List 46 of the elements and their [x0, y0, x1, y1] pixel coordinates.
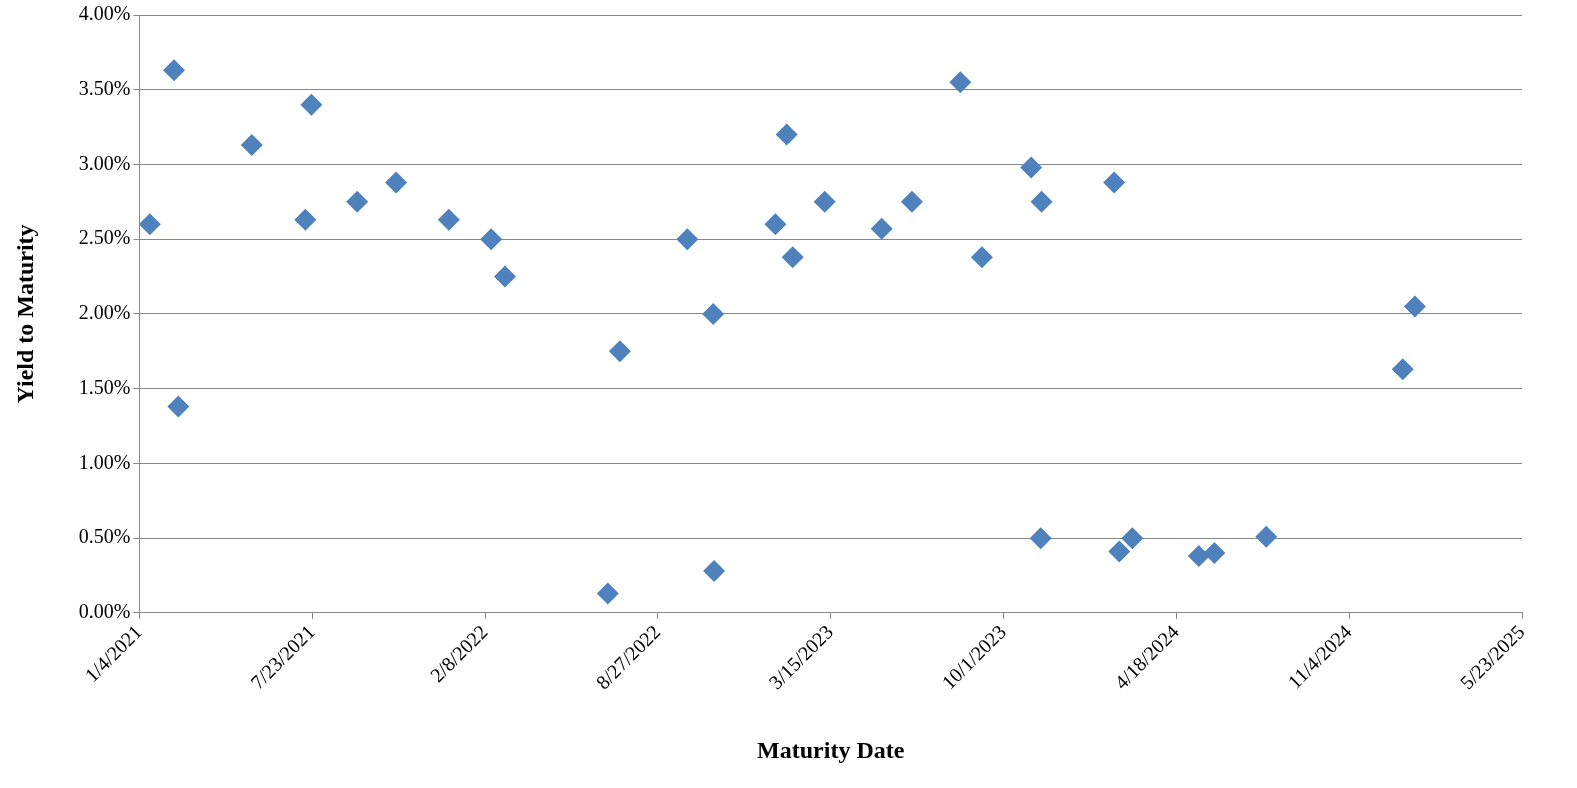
point: [385, 171, 408, 194]
point: [437, 208, 460, 231]
point: [294, 208, 317, 231]
point: [764, 213, 787, 236]
point: [163, 59, 186, 82]
point: [970, 246, 993, 269]
y-tick-label: 2.50%: [78, 226, 131, 249]
y-tick-label: 0.50%: [78, 525, 131, 548]
point: [1391, 358, 1414, 381]
point: [493, 265, 516, 288]
point: [1121, 527, 1144, 550]
y-tick-label: 1.00%: [78, 450, 131, 473]
point: [139, 213, 161, 236]
point: [900, 190, 923, 213]
point: [703, 560, 726, 583]
point: [1255, 525, 1278, 548]
point: [1403, 295, 1426, 318]
y-axis-title: Yield to Maturity: [11, 224, 38, 404]
point: [167, 395, 190, 418]
point: [1103, 171, 1126, 194]
point: [1187, 545, 1210, 568]
point: [870, 217, 893, 240]
point: [596, 582, 619, 605]
point: [480, 228, 503, 251]
y-tick-label: 4.00%: [78, 2, 131, 25]
y-tick-label: 3.50%: [78, 76, 131, 99]
x-axis-title: Maturity Date: [757, 736, 905, 763]
point: [1020, 156, 1043, 179]
point: [300, 93, 323, 116]
point: [813, 190, 836, 213]
y-tick-label: 1.50%: [78, 375, 131, 398]
point: [1203, 542, 1226, 565]
point: [775, 123, 798, 146]
point: [240, 134, 263, 157]
y-tick-label: 3.00%: [78, 151, 131, 174]
point: [1029, 527, 1052, 550]
point: [676, 228, 699, 251]
y-tick-label: 2.00%: [78, 301, 131, 324]
point: [1108, 540, 1131, 563]
y-tick-label: 0.00%: [78, 600, 131, 623]
point: [781, 246, 804, 269]
point: [702, 302, 725, 325]
point: [608, 340, 631, 363]
point: [949, 71, 972, 94]
point: [1030, 190, 1053, 213]
point: [346, 190, 369, 213]
